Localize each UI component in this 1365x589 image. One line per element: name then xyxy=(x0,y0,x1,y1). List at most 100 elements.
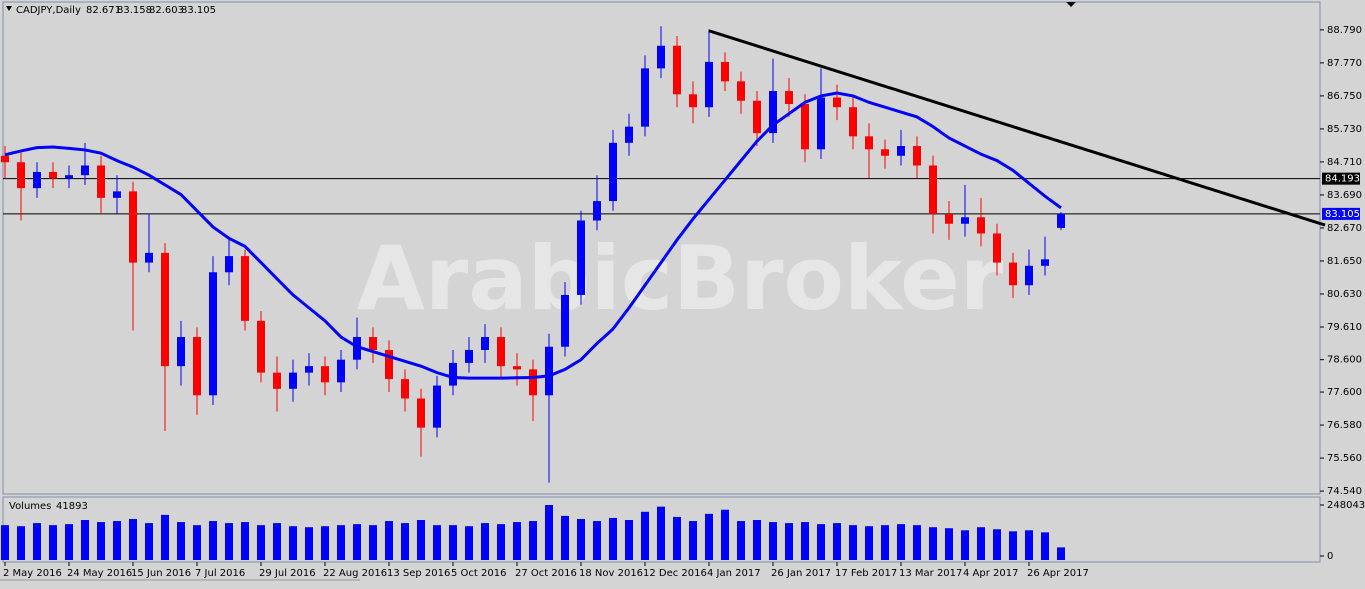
volume-bar xyxy=(161,514,169,560)
candle-body xyxy=(241,256,249,321)
x-tick-label: 17 Feb 2017 xyxy=(835,568,897,579)
volume-bar xyxy=(545,505,553,560)
candle-body xyxy=(449,362,457,386)
candle-body xyxy=(1057,213,1065,228)
candle-body xyxy=(705,61,713,108)
candle-body xyxy=(897,146,905,156)
volume-bar xyxy=(929,527,937,560)
y-tick-label: 77.600 xyxy=(1327,387,1362,398)
volume-bar xyxy=(881,525,889,560)
candle-body xyxy=(433,385,441,428)
volume-tick-label: 248043 xyxy=(1327,500,1365,511)
candle-body xyxy=(945,214,953,224)
candle-body xyxy=(561,294,569,347)
candle-body xyxy=(65,175,73,179)
x-tick-label: 24 May 2016 xyxy=(67,568,132,579)
candle-body xyxy=(17,162,25,189)
candle-body xyxy=(1009,262,1017,286)
candle-body xyxy=(769,91,777,134)
volume-bar xyxy=(337,525,345,560)
high: 83.158 xyxy=(117,5,152,16)
volume-bar xyxy=(81,520,89,560)
x-tick-label: 4 Jan 2017 xyxy=(707,568,761,579)
candle-body xyxy=(385,349,393,380)
volume-bar xyxy=(401,523,409,560)
volume-bar xyxy=(49,525,57,560)
x-tick-label: 13 Sep 2016 xyxy=(387,568,450,579)
volume-bar xyxy=(1057,547,1065,560)
header: CADJPY,Daily 82.671 83.158 82.603 83.105 xyxy=(16,5,216,16)
close: 83.105 xyxy=(181,5,216,16)
candle-body xyxy=(289,372,297,389)
x-tick-label: 27 Oct 2016 xyxy=(515,568,577,579)
candle-body xyxy=(881,149,889,156)
candle-body xyxy=(257,320,265,373)
y-tick-label: 83.690 xyxy=(1327,190,1362,201)
price-panel xyxy=(2,1,1321,495)
volume-bar xyxy=(705,513,713,560)
candle-body xyxy=(689,94,697,108)
candle-body xyxy=(497,337,505,367)
shift-marker xyxy=(1066,2,1076,7)
candle-body xyxy=(321,366,329,383)
candle-body xyxy=(801,103,809,150)
y-tick-label: 87.770 xyxy=(1327,58,1362,69)
moving-average xyxy=(4,91,1062,380)
volume-bar xyxy=(417,520,425,560)
volume-bar xyxy=(113,521,121,560)
menu-arrow xyxy=(6,6,12,11)
volume-bar xyxy=(1025,530,1033,560)
volume-bar xyxy=(193,525,201,560)
symbol: CADJPY,Daily xyxy=(16,5,81,16)
candle-body xyxy=(481,337,489,350)
low: 82.603 xyxy=(149,5,184,16)
volume-bar xyxy=(17,526,25,560)
candle-body xyxy=(849,107,857,137)
volume-bar xyxy=(577,518,585,560)
x-tick-label: 12 Dec 2016 xyxy=(643,568,707,579)
volume-bar xyxy=(513,522,521,560)
candle-body xyxy=(641,68,649,127)
volume-bar xyxy=(129,518,137,560)
volume-bar xyxy=(1,525,9,560)
volume-bar xyxy=(225,523,233,560)
candle-body xyxy=(33,171,41,189)
y-tick-label: 84.710 xyxy=(1327,157,1362,168)
volume-bar xyxy=(593,521,601,560)
volume-bar xyxy=(993,529,1001,560)
x-tick-label: 18 Nov 2016 xyxy=(579,568,643,579)
volume-bar xyxy=(481,523,489,560)
y-tick-label: 86.750 xyxy=(1327,91,1362,102)
volume-bar xyxy=(753,520,761,560)
candle-body xyxy=(273,372,281,389)
volume-bar xyxy=(497,524,505,560)
x-tick-label: 26 Jan 2017 xyxy=(771,568,831,579)
candle-body xyxy=(993,233,1001,263)
volume-bar xyxy=(673,516,681,560)
candle-body xyxy=(625,126,633,143)
y-tick-label: 76.580 xyxy=(1327,420,1362,431)
x-tick-label: 4 Apr 2017 xyxy=(963,568,1018,579)
volume-bar xyxy=(529,521,537,560)
candle-body xyxy=(401,379,409,399)
volume-bar xyxy=(273,523,281,560)
candle-body xyxy=(161,252,169,367)
volume-bar xyxy=(97,522,105,560)
x-tick-label: 13 Mar 2017 xyxy=(899,568,962,579)
volume-bar xyxy=(945,528,953,560)
volume-bar xyxy=(849,525,857,560)
candle-body xyxy=(721,61,729,82)
volume-bar xyxy=(817,524,825,560)
candle-body xyxy=(961,217,969,224)
volume-bar xyxy=(177,522,185,560)
volume-bar xyxy=(641,511,649,560)
volume-bar xyxy=(801,522,809,560)
candle-body xyxy=(177,337,185,367)
candle-body xyxy=(817,97,825,150)
volume-bar xyxy=(257,525,265,560)
candle-body xyxy=(337,359,345,383)
open: 82.671 xyxy=(86,5,121,16)
candle-body xyxy=(593,201,601,221)
x-tick-label: 22 Aug 2016 xyxy=(323,568,387,579)
